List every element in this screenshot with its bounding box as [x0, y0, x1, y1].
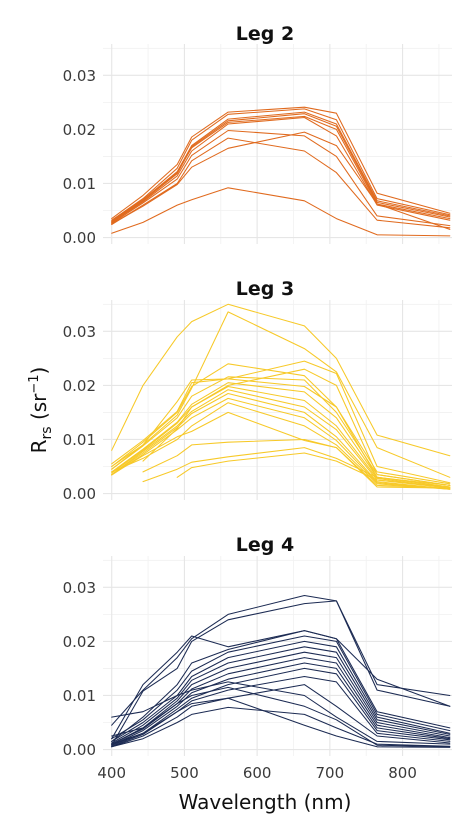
y-tick-label: 0.03: [63, 579, 96, 597]
series-line: [111, 108, 451, 221]
series-line: [111, 594, 451, 726]
panel-title-leg-3: Leg 3: [236, 278, 294, 300]
series-line: [111, 635, 451, 740]
series-line: [111, 389, 451, 489]
series-line: [111, 187, 451, 237]
y-tick-label: 0.00: [63, 485, 96, 503]
y-axis-title-unit: (sr: [27, 393, 51, 427]
series-line: [111, 378, 451, 488]
series-line: [176, 452, 451, 488]
series-line: [111, 392, 451, 490]
series-line: [111, 600, 451, 746]
series-line: [111, 686, 451, 748]
series-line: [111, 397, 451, 490]
series-line: [111, 681, 451, 745]
series-line: [142, 438, 451, 489]
series-line: [111, 630, 451, 740]
y-tick-label: 0.02: [63, 633, 96, 651]
series-line: [111, 651, 451, 745]
series-line: [111, 640, 451, 742]
y-tick-label: 0.00: [63, 229, 96, 247]
series-line: [142, 368, 451, 486]
series-line: [111, 402, 451, 490]
series-line: [111, 303, 451, 457]
y-axis-title-superscript: −1: [27, 374, 42, 393]
series-line: [111, 363, 451, 485]
x-tick-label: 800: [388, 764, 417, 782]
series-line: [111, 376, 451, 486]
panel-title-leg-2: Leg 2: [236, 23, 294, 45]
series-line: [111, 697, 451, 748]
y-tick-label: 0.02: [63, 121, 96, 139]
series-line: [111, 646, 451, 744]
series-line: [111, 385, 451, 489]
series-line: [111, 382, 451, 488]
y-axis-title-subscript: rs: [39, 426, 55, 439]
series-line: [111, 684, 451, 748]
panel-title-leg-4: Leg 4: [236, 534, 294, 556]
series-line: [111, 411, 451, 489]
series-line: [111, 115, 451, 222]
series-line: [111, 131, 451, 230]
y-tick-label: 0.01: [63, 687, 96, 705]
y-tick-label: 0.03: [63, 323, 96, 341]
series-line: [111, 657, 451, 745]
x-tick-label: 700: [316, 764, 345, 782]
series-line: [111, 662, 451, 746]
series-line: [111, 113, 451, 223]
series-line: [111, 111, 451, 222]
y-tick-label: 0.01: [63, 431, 96, 449]
x-tick-label: 400: [97, 764, 126, 782]
y-axis-title-unit-close: ): [27, 367, 51, 375]
y-tick-label: 0.02: [63, 377, 96, 395]
series-line: [111, 311, 451, 478]
y-axis-title: Rrs (sr−1): [27, 367, 55, 454]
series-line: [142, 447, 451, 486]
series-line: [111, 106, 451, 220]
panel-leg-2: Leg 2 0.00 0.01 0.02 0.03: [63, 23, 452, 247]
series-line: [111, 667, 451, 746]
y-tick-label: 0.03: [63, 67, 96, 85]
series-line: [111, 137, 451, 229]
x-axis-title: Wavelength (nm): [179, 790, 352, 814]
x-tick-label: 600: [243, 764, 272, 782]
panel-leg-4: Leg 4 0.00 0.01 0.02 0.03: [63, 534, 452, 759]
series-line: [111, 675, 451, 747]
panel-leg-3: Leg 3 0.00 0.01 0.02 0.03: [63, 278, 452, 503]
series-line: [111, 706, 451, 748]
x-tick-labels: 400 500 600 700 800: [97, 764, 416, 782]
y-tick-label: 0.01: [63, 175, 96, 193]
series-line: [111, 116, 451, 223]
series-line: [111, 129, 451, 227]
x-tick-label: 500: [170, 764, 199, 782]
y-tick-label: 0.00: [63, 741, 96, 759]
